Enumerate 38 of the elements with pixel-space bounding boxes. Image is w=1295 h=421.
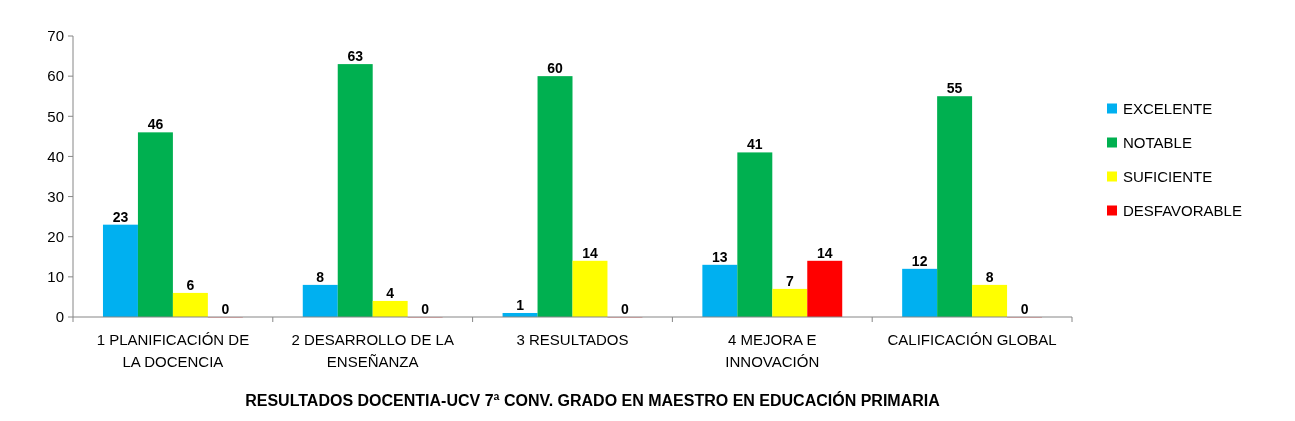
data-label: 0	[221, 301, 230, 317]
y-tick-label: 50	[47, 107, 64, 125]
data-label: 0	[621, 301, 630, 317]
data-label: 41	[747, 136, 763, 153]
data-label: 14	[582, 244, 598, 261]
data-label: 23	[112, 208, 129, 225]
legend-label: SUFICIENTE	[1123, 167, 1213, 185]
y-tick-label: 70	[47, 27, 64, 45]
text: RESULTADOS DOCENTIA-UCV 7ª CONV. GRADO EN MAESTRO EN EDUCACIÓN PRIMARIA	[245, 391, 941, 409]
legend-label: DESFAVORABLE	[1123, 201, 1242, 219]
data-label: 12	[911, 252, 928, 269]
data-label: 46	[147, 116, 164, 133]
legend-label: EXCELENTE	[1123, 99, 1213, 117]
data-label: 60	[547, 60, 564, 77]
x-tick-label: 1 PLANIFICACIÓN DE LA DOCENCIA	[96, 331, 250, 370]
data-label: 13	[712, 248, 728, 265]
data-label: 14	[816, 244, 833, 261]
data-label: 4	[386, 284, 395, 301]
x-tick-label: 3 RESULTADOS	[516, 331, 629, 348]
data-label: 8	[985, 268, 994, 285]
x-tick-label: 2 DESARROLLO DE LA ENSEÑANZA	[291, 331, 454, 370]
data-label: 6	[186, 276, 195, 293]
data-label: 0	[421, 301, 430, 317]
y-tick-label: 10	[47, 268, 64, 286]
data-label: 0	[1020, 301, 1029, 317]
data-label: 7	[785, 272, 794, 289]
y-tick-label: 60	[47, 67, 64, 85]
y-tick-label: 40	[47, 147, 64, 165]
y-tick-label: 20	[47, 227, 64, 245]
x-tick-label: 4 MEJORA E INNOVACIÓN	[725, 331, 820, 370]
data-label: 55	[946, 80, 963, 97]
y-tick-label: 0	[55, 308, 64, 326]
data-label: 1	[516, 296, 525, 313]
legend-label: NOTABLE	[1123, 133, 1192, 151]
x-tick-label: CALIFICACIÓN GLOBAL	[887, 331, 1057, 348]
data-label: 63	[347, 48, 364, 65]
y-tick-label: 30	[47, 187, 64, 205]
data-label: 8	[316, 268, 325, 285]
